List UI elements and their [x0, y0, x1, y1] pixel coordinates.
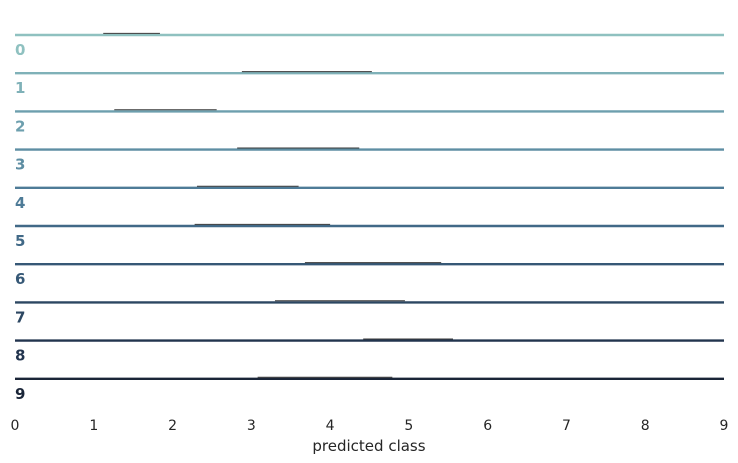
ridge-row-5: 5 — [15, 223, 724, 250]
x-tick-label: 4 — [326, 418, 335, 434]
row-label: 9 — [15, 385, 25, 403]
row-label: 7 — [15, 308, 25, 326]
x-tick-label: 7 — [562, 418, 571, 434]
x-tick-label: 8 — [641, 418, 650, 434]
x-tick-label: 0 — [11, 418, 20, 434]
x-tick-label: 5 — [404, 418, 413, 434]
ridge-row-0: 0 — [15, 32, 724, 59]
ridge-row-3: 3 — [15, 147, 724, 174]
row-label: 5 — [15, 232, 25, 250]
row-label: 4 — [15, 194, 25, 212]
ridge-row-1: 1 — [15, 71, 724, 97]
row-label: 3 — [15, 156, 25, 174]
ridge-row-8: 8 — [15, 338, 724, 365]
row-label: 0 — [15, 41, 25, 59]
x-axis-label: predicted class — [312, 437, 425, 455]
x-tick-label: 1 — [89, 418, 98, 434]
ridge-row-9: 9 — [15, 376, 724, 403]
x-tick-label: 6 — [483, 418, 492, 434]
row-label: 2 — [15, 117, 25, 135]
rows-layer: 0 1 2 3 4 5 6 7 8 9 — [15, 32, 724, 403]
ridge-row-6: 6 — [15, 262, 724, 288]
ridge-row-4: 4 — [15, 185, 724, 212]
ridge-row-7: 7 — [15, 300, 724, 326]
x-tick-label: 2 — [168, 418, 177, 434]
ridge-row-2: 2 — [15, 109, 724, 135]
x-axis: 0 1 2 3 4 5 6 7 8 9 — [11, 418, 729, 434]
row-label: 1 — [15, 79, 25, 97]
row-label: 8 — [15, 347, 25, 365]
x-tick-label: 9 — [720, 418, 729, 434]
row-label: 6 — [15, 270, 25, 288]
x-tick-label: 3 — [247, 418, 256, 434]
